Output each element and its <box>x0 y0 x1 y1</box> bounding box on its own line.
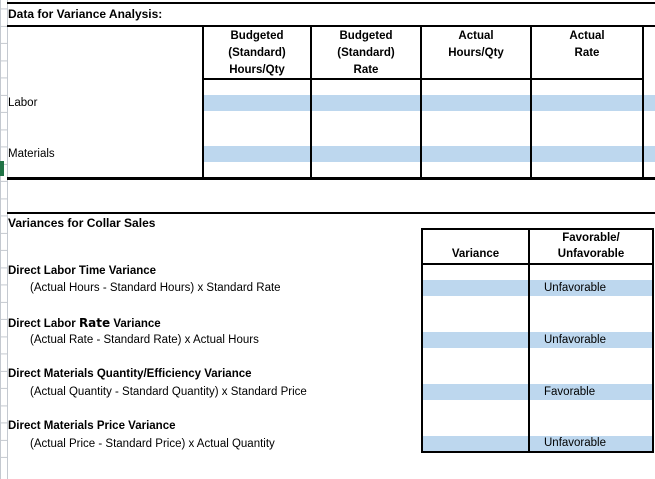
variance-formula-materials-price: (Actual Price - Standard Price) x Actual… <box>30 438 275 450</box>
column-divider <box>528 228 530 453</box>
row-border-table-bottom <box>7 177 655 180</box>
data-for-variance-analysis-table: Budgeted (Standard) Hours/Qty Budgeted (… <box>202 27 655 177</box>
materials-input-row <box>202 146 655 162</box>
variance-name-materials-price: Direct Materials Price Variance <box>8 420 176 432</box>
variance-results-table: Variance Favorable/ Unfavorable Unfavora… <box>421 228 654 453</box>
variance-formula-labor-time: (Actual Hours - Standard Hours) x Standa… <box>30 282 281 294</box>
result-materials-quantity[interactable]: Favorable <box>544 386 596 398</box>
column-divider <box>530 27 532 177</box>
variance-name-labor-rate: Direct Labor Rate Variance <box>8 315 161 333</box>
column-header-budgeted-hours: Budgeted (Standard) Hours/Qty <box>228 30 286 76</box>
variance-row-labor-rate <box>423 332 652 348</box>
row-border-section-divider <box>7 212 655 214</box>
variance-row-materials-quantity <box>423 384 652 400</box>
table-border-left <box>202 27 204 177</box>
header-underline <box>421 263 654 265</box>
column-header-actual-hours: Actual Hours/Qty <box>448 30 504 59</box>
variance-formula-labor-rate: (Actual Rate - Standard Rate) x Actual H… <box>30 334 259 346</box>
table-border-left <box>421 228 423 453</box>
variance-row-labor-time <box>423 280 652 296</box>
row-margin-gridlines <box>0 0 8 479</box>
active-cell-marker <box>0 161 4 176</box>
section-title-variances-for-collar-sales: Variances for Collar Sales <box>8 216 156 230</box>
labor-input-row <box>202 95 655 111</box>
column-header-budgeted-rate: Budgeted (Standard) Rate <box>337 30 395 76</box>
variance-formula-materials-quantity: (Actual Quantity - Standard Quantity) x … <box>30 386 307 398</box>
cell-variance-labor-rate[interactable] <box>423 332 528 348</box>
variance-name-labor-time: Direct Labor Time Variance <box>8 265 157 277</box>
cell-variance-materials-quantity[interactable] <box>423 384 528 400</box>
column-divider <box>310 27 312 177</box>
result-materials-price[interactable]: Unfavorable <box>544 437 607 449</box>
section-title-data-for-variance-analysis: Data for Variance Analysis: <box>8 7 163 21</box>
column-header-favorable-unfavorable: Favorable/ Unfavorable <box>557 232 625 260</box>
table-border-right <box>642 27 644 177</box>
column-divider <box>420 27 422 177</box>
variance-name-part: Direct Labor <box>8 318 79 330</box>
column-header-actual-rate: Actual Rate <box>569 30 605 59</box>
result-labor-time[interactable]: Unfavorable <box>544 282 607 294</box>
variance-row-materials-price <box>423 436 652 451</box>
cell-variance-materials-price[interactable] <box>423 436 528 451</box>
table-border-right <box>652 228 654 453</box>
header-underline <box>202 78 644 80</box>
column-header-variance: Variance <box>451 248 500 260</box>
variance-name-materials-quantity: Direct Materials Quantity/Efficiency Var… <box>8 368 252 380</box>
row-label-materials: Materials <box>8 148 55 160</box>
row-border-under-title <box>7 25 655 27</box>
table-border-bottom <box>421 451 654 453</box>
table-border-top <box>421 228 654 230</box>
row-label-labor: Labor <box>8 97 38 109</box>
result-labor-rate[interactable]: Unfavorable <box>544 334 607 346</box>
row-border-top <box>7 2 655 4</box>
variance-name-part: Variance <box>110 318 161 330</box>
variance-name-part-alt: Rate <box>78 316 111 330</box>
cell-variance-labor-time[interactable] <box>423 280 528 296</box>
